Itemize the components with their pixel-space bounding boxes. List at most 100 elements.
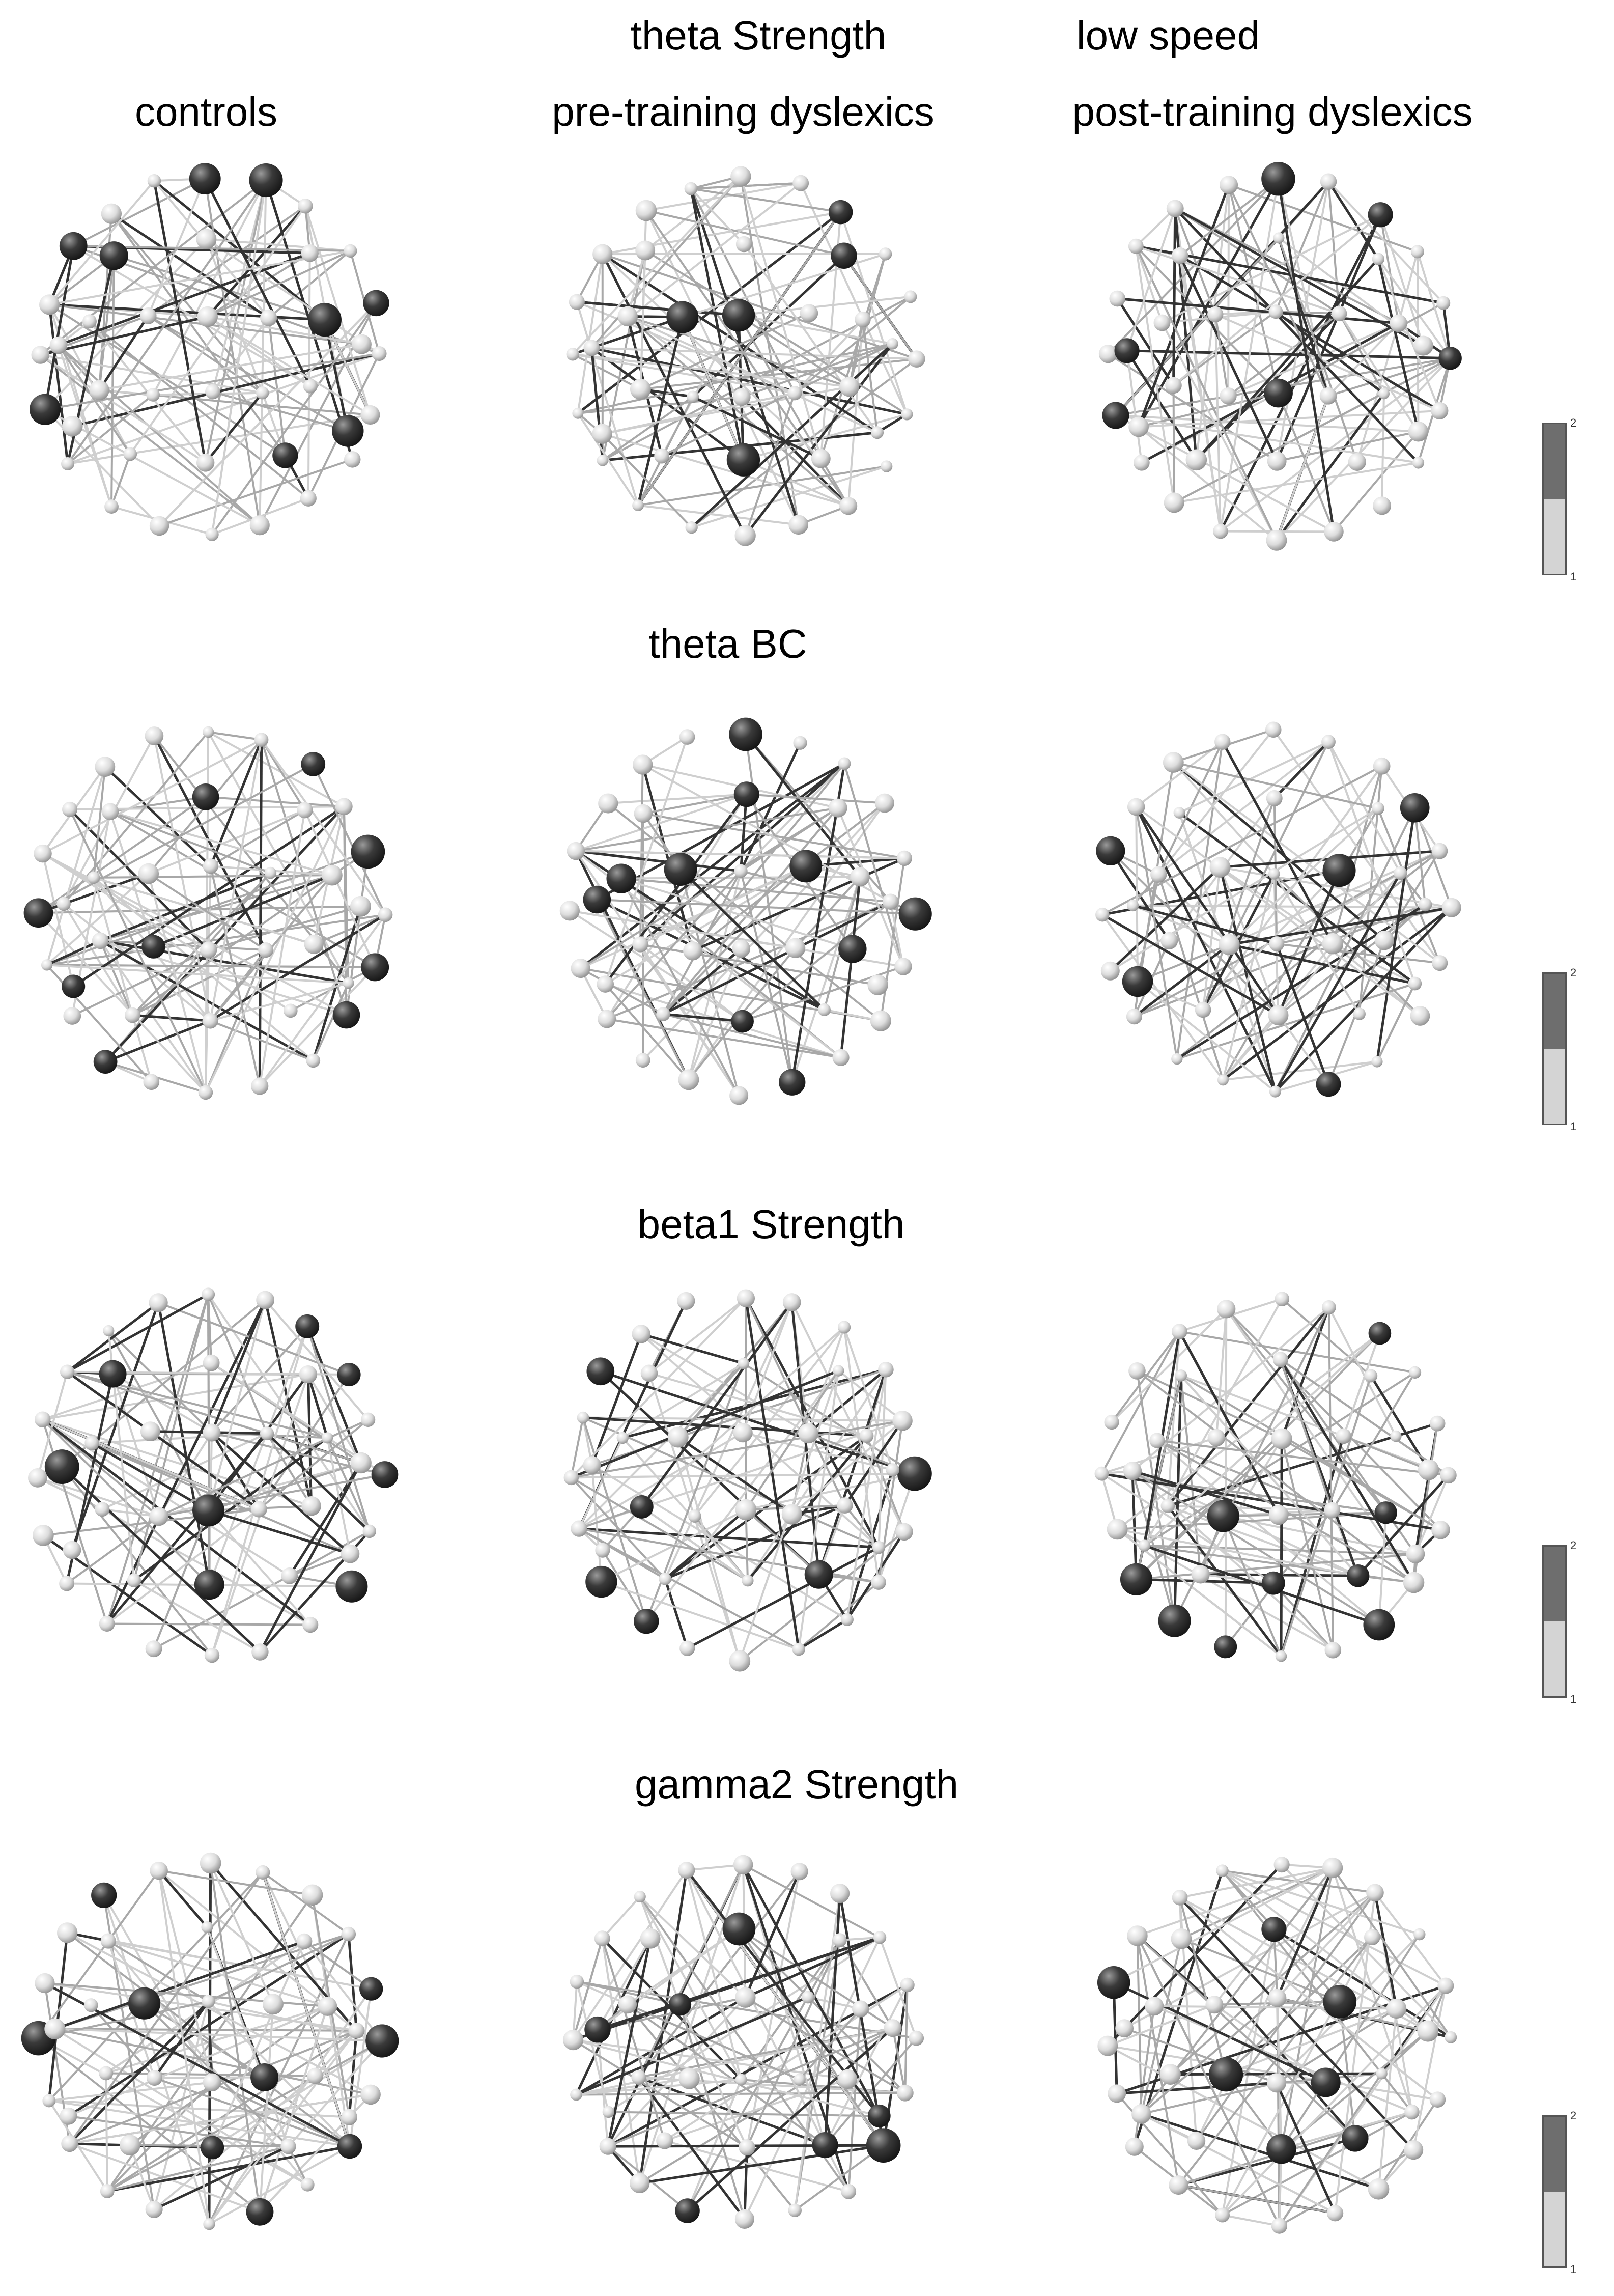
network-node: [1207, 306, 1224, 323]
network-node: [1173, 807, 1185, 819]
network-edge: [639, 2144, 884, 2185]
network-edge: [1107, 353, 1278, 462]
network-edge: [1276, 1867, 1334, 1999]
network-edge: [572, 1938, 604, 2040]
network-edge: [153, 1575, 290, 1650]
network-edge: [740, 763, 845, 872]
network-node: [189, 163, 221, 194]
network-node: [597, 975, 614, 993]
network-edge: [207, 1300, 267, 1511]
network-node: [301, 244, 319, 262]
network-edge: [1225, 1936, 1373, 2076]
network-edge: [798, 1581, 880, 1650]
network-node: [597, 455, 609, 466]
network-edge: [848, 319, 864, 387]
network-node: [566, 348, 579, 361]
network-node: [1109, 290, 1126, 307]
network-edge: [1219, 178, 1280, 531]
network-node: [678, 1862, 695, 1879]
network-edge: [158, 1869, 208, 1928]
network-edge: [663, 1013, 841, 1059]
network-node: [141, 935, 165, 959]
network-edge: [1135, 245, 1278, 541]
network-node: [1437, 1977, 1454, 1994]
network-edge: [211, 1325, 308, 1434]
network-node: [1128, 1362, 1146, 1380]
network-edge: [1280, 1359, 1334, 1511]
network-edge: [794, 1940, 841, 2211]
network-node: [1440, 1467, 1457, 1484]
network-edge: [100, 939, 347, 1016]
network-edge: [1180, 1938, 1356, 2139]
network-node: [801, 1991, 814, 2004]
colorbar-row-1: [1542, 423, 1567, 575]
network-panel-r4-c1: [21, 1852, 399, 2230]
network-edge: [1109, 866, 1221, 972]
network-node: [202, 1013, 218, 1029]
network-edge: [38, 2037, 261, 2213]
network-node: [1408, 1366, 1422, 1379]
colorbar-row-4-min: 1: [1570, 2263, 1577, 2276]
network-edge: [54, 2028, 371, 2096]
network-edge: [1199, 1438, 1283, 1575]
network-edge: [688, 948, 743, 1080]
network-node: [260, 1426, 274, 1441]
network-node: [84, 1998, 98, 2012]
network-edge: [606, 1938, 652, 2147]
network-node: [583, 1456, 601, 1474]
network-edge: [1331, 1371, 1416, 1511]
network-node: [200, 1852, 221, 1874]
network-edge: [571, 1476, 748, 1582]
network-edge: [208, 731, 262, 741]
network-node: [1164, 492, 1184, 513]
network-node: [145, 726, 164, 745]
network-edge: [1327, 1307, 1334, 1650]
network-edge: [47, 1933, 69, 2101]
network-node: [592, 244, 613, 264]
network-node: [1322, 854, 1356, 887]
network-node: [879, 247, 892, 261]
network-node: [1366, 1884, 1384, 1902]
network-edge: [208, 731, 345, 807]
network-edge: [102, 1432, 268, 1510]
network-edge: [692, 802, 886, 952]
network-node: [735, 236, 752, 253]
network-edge: [578, 1527, 800, 1650]
network-node: [734, 2209, 754, 2229]
network-edge: [1332, 1867, 1452, 2038]
network-node: [281, 1567, 298, 1584]
network-edge: [209, 913, 386, 1022]
network-edge: [1180, 1375, 1359, 1577]
network-node: [250, 1501, 267, 1518]
network-edge: [1138, 426, 1278, 541]
network-node: [1413, 1928, 1426, 1941]
network-edge: [1223, 1060, 1377, 1081]
network-node: [1131, 2104, 1151, 2124]
network-node: [1268, 304, 1283, 319]
network-edge: [662, 900, 891, 1016]
network-node: [855, 311, 871, 328]
network-node: [599, 2138, 616, 2155]
network-edge: [740, 176, 822, 459]
network-edge: [1116, 298, 1175, 386]
network-edge: [745, 733, 861, 878]
network-edge: [690, 188, 800, 525]
network-edge: [1135, 245, 1279, 394]
network-node: [900, 1977, 915, 1993]
network-edge: [639, 943, 743, 1022]
network-node: [202, 1995, 215, 2008]
network-node: [880, 460, 893, 472]
network-node: [92, 932, 109, 949]
network-edge: [627, 2003, 800, 2081]
network-edge: [643, 793, 747, 815]
network-node: [344, 244, 357, 258]
network-node: [1371, 802, 1384, 815]
network-node: [63, 1541, 81, 1559]
network-edge: [817, 1369, 887, 1575]
network-edge: [1328, 1307, 1397, 1437]
network-edge: [1416, 251, 1452, 359]
network-edge: [208, 2145, 350, 2225]
network-node: [1346, 1564, 1370, 1587]
column-label-controls: controls: [134, 89, 278, 134]
network-edge: [1135, 806, 1421, 1017]
